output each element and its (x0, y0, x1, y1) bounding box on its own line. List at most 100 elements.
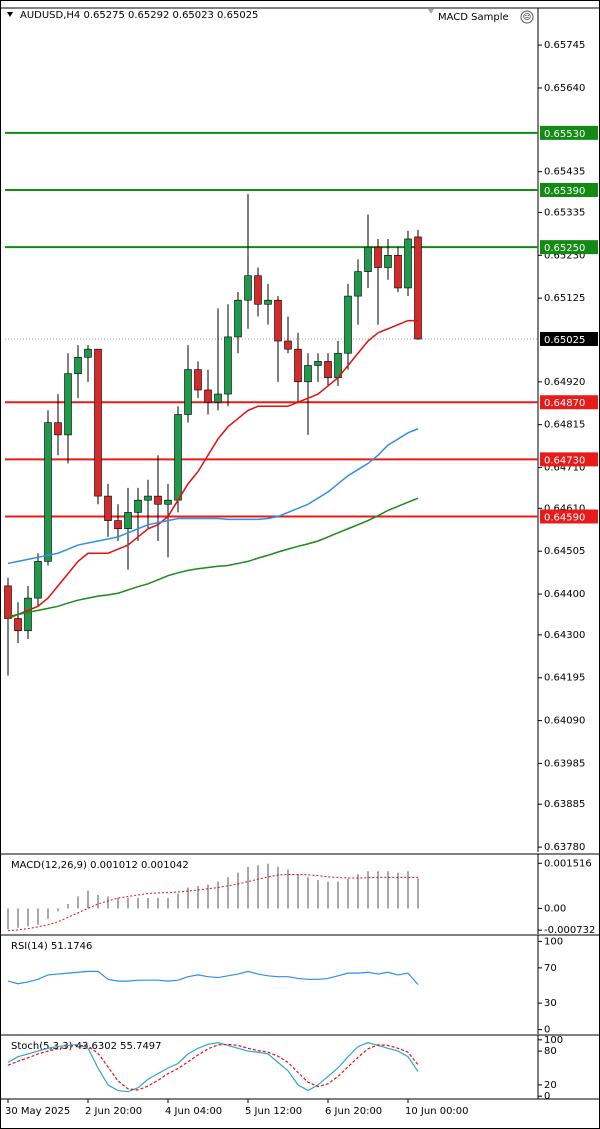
candle-body (114, 520, 122, 530)
candle-body (234, 299, 242, 338)
y-tick-label: 100 (544, 1035, 563, 1046)
candle-body (14, 618, 22, 632)
candle-body (4, 585, 12, 619)
y-tick-label: 0 (544, 1025, 550, 1036)
candle-body (324, 361, 332, 379)
indicator-line (7, 1043, 419, 1091)
indicator-line (7, 497, 419, 618)
current-price-bg (540, 331, 598, 346)
candle-body (254, 275, 262, 305)
candle-body (134, 499, 142, 513)
level-label-bg (540, 125, 598, 140)
candle-body (394, 254, 402, 289)
candle-body (314, 361, 322, 366)
candle-body (264, 299, 272, 305)
candle-body (384, 254, 392, 268)
indicator-line (7, 319, 418, 620)
indicator-title: RSI(14) 51.1746 (11, 941, 92, 952)
y-tick-label: 0.65640 (544, 83, 585, 94)
candle-body (244, 275, 252, 301)
x-tick-label: 10 Jun 00:00 (405, 1106, 469, 1117)
y-tick-label: 0.65125 (544, 293, 585, 304)
y-tick-label: 100 (544, 936, 563, 947)
candle-body (224, 336, 232, 395)
y-tick-label: 0.65435 (544, 167, 585, 178)
candle-body (174, 414, 182, 501)
candle-body (184, 369, 192, 415)
y-tick-label: 0.65335 (544, 207, 585, 218)
candle-body (34, 561, 42, 599)
level-label-bg (540, 240, 598, 255)
candle-body (124, 512, 132, 530)
candle-body (404, 238, 412, 289)
y-tick-label: 0.00 (544, 903, 566, 914)
candle-body (164, 499, 172, 505)
y-tick-label: 20 (544, 1080, 557, 1091)
expert-icon-face: ☹ (523, 13, 531, 22)
y-tick-label: 30 (544, 998, 557, 1009)
y-tick-label: 0.64300 (544, 630, 585, 641)
candle-body (154, 495, 162, 505)
y-tick-label: 0.64090 (544, 716, 585, 727)
candle-body (284, 340, 292, 350)
y-tick-label: 0.65230 (544, 250, 585, 261)
candle-body (104, 495, 112, 521)
y-tick-label: 0.64505 (544, 546, 585, 557)
candle-body (194, 369, 202, 391)
y-tick-label: 80 (544, 1046, 557, 1057)
candle-body (374, 246, 382, 268)
y-tick-label: 0.65745 (544, 40, 585, 51)
candle-body (144, 495, 152, 501)
candle-body (214, 393, 222, 403)
x-tick-label: 2 Jun 20:00 (85, 1106, 142, 1117)
y-tick-label: 0.64400 (544, 589, 585, 600)
level-label-bg (540, 509, 598, 524)
candle-body (364, 246, 372, 272)
candle-body (274, 299, 282, 342)
y-tick-label: 0.63885 (544, 799, 585, 810)
indicator-title: MACD(12,26,9) 0.001012 0.001042 (11, 860, 189, 871)
level-label: 0.64730 (544, 455, 585, 466)
y-tick-label: 0.63985 (544, 758, 585, 769)
candle-body (64, 373, 72, 436)
y-tick-label: 0.64920 (544, 377, 585, 388)
candle-body (414, 236, 422, 340)
y-tick-label: 0.64610 (544, 503, 585, 514)
candle-body (354, 271, 362, 297)
expert-icon (520, 10, 534, 24)
current-price-label: 0.65025 (544, 335, 585, 346)
indicator-line (7, 428, 419, 565)
level-label: 0.64590 (544, 513, 585, 524)
candle-body (204, 389, 212, 403)
level-label-bg (540, 452, 598, 467)
candle-body (304, 365, 312, 383)
candle-body (24, 597, 32, 632)
y-tick-label: 0.64710 (544, 463, 585, 474)
x-tick-label: 6 Jun 20:00 (325, 1106, 382, 1117)
y-tick-label: 0.64815 (544, 420, 585, 431)
y-tick-label: -0.000732 (544, 925, 595, 936)
candle-body (44, 422, 52, 562)
level-label-bg (540, 182, 598, 197)
chart-title: AUDUSD,H4 0.65275 0.65292 0.65023 0.6502… (20, 10, 258, 21)
y-tick-label: 0.63780 (544, 842, 585, 853)
candle-body (54, 422, 62, 436)
menu-arrow (7, 12, 13, 17)
candle-body (74, 357, 82, 374)
level-label: 0.65530 (544, 129, 585, 140)
candle-body (84, 348, 92, 358)
indicator-line (7, 970, 419, 985)
expert-arrow (428, 9, 434, 14)
y-tick-label: 70 (544, 963, 557, 974)
y-tick-label: 0.001516 (544, 858, 592, 869)
level-label-bg (540, 395, 598, 410)
candle-body (94, 348, 102, 497)
indicator-line (7, 873, 419, 932)
y-tick-label: 0.64195 (544, 673, 585, 684)
candle-body (294, 348, 302, 383)
x-tick-label: 30 May 2025 (5, 1106, 70, 1117)
level-label: 0.65250 (544, 243, 585, 254)
level-label: 0.64870 (544, 398, 585, 409)
expert-name: MACD Sample (438, 12, 509, 23)
